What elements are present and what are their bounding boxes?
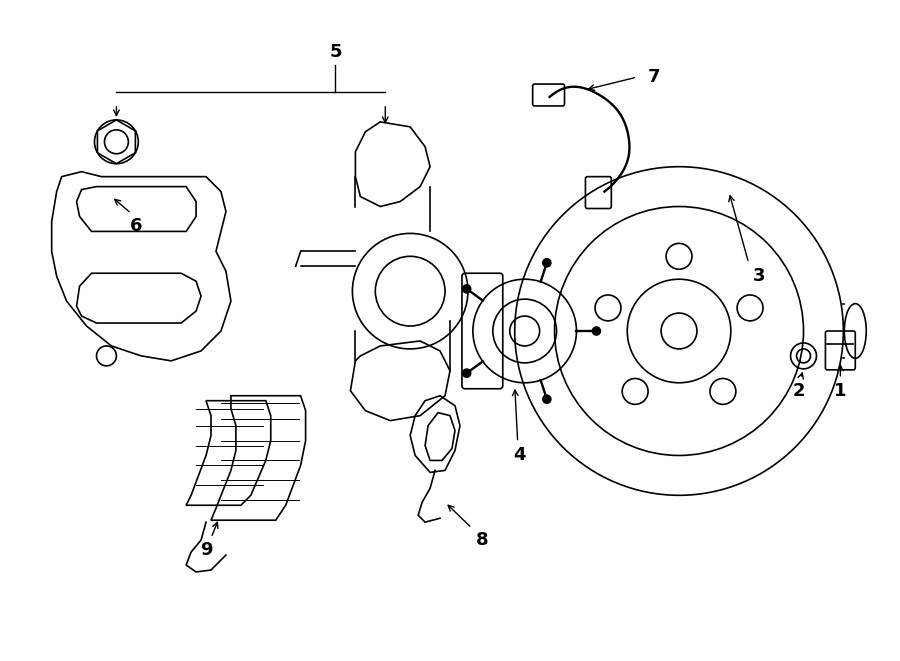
Circle shape <box>543 395 551 403</box>
Text: 2: 2 <box>792 382 805 400</box>
Text: 8: 8 <box>475 531 488 549</box>
Text: 1: 1 <box>834 382 847 400</box>
Circle shape <box>543 259 551 267</box>
Text: 6: 6 <box>130 217 142 235</box>
Circle shape <box>463 369 471 377</box>
Circle shape <box>463 285 471 293</box>
Text: 7: 7 <box>648 68 661 86</box>
Text: 4: 4 <box>514 446 526 465</box>
Text: 9: 9 <box>200 541 212 559</box>
Text: 3: 3 <box>752 267 765 286</box>
Text: 5: 5 <box>329 43 342 61</box>
Circle shape <box>592 327 600 335</box>
